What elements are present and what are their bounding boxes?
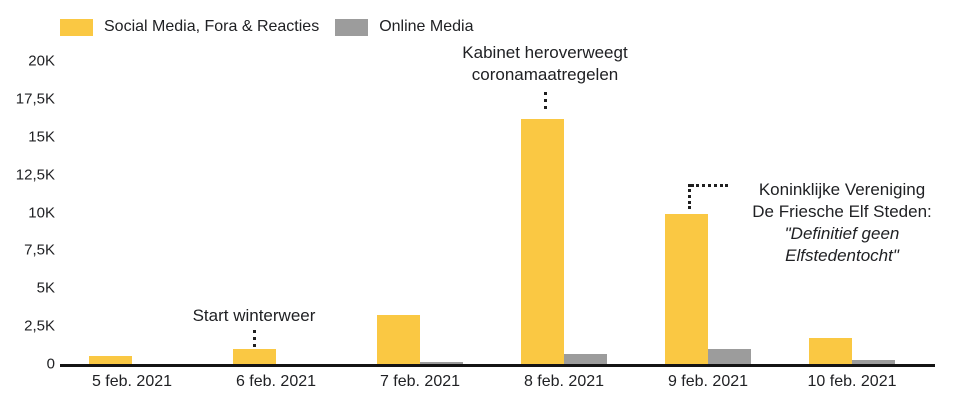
annotation-text-line: coronamaatregelen <box>471 65 619 84</box>
annotation-start-winterweer: Start winterweer <box>154 305 354 327</box>
bar-group-2 <box>204 61 348 364</box>
legend-item-online-media[interactable]: Online Media <box>335 18 473 36</box>
bar-online-media-3[interactable] <box>420 362 463 364</box>
annotation-text-line: Kabinet heroverweegt <box>462 43 628 62</box>
bar-online-media-6[interactable] <box>852 360 895 364</box>
y-axis-tick-label: 15K <box>28 128 55 146</box>
annotation-quote-line: Elfstedentocht" <box>785 246 899 265</box>
x-axis-label: 5 feb. 2021 <box>91 373 173 390</box>
bar-online-media-5[interactable] <box>708 349 751 364</box>
annotation-elfstedentocht: Koninklijke Vereniging De Friesche Elf S… <box>733 179 951 267</box>
annotation-kabinet-coronamaatregelen: Kabinet heroverweegt coronamaatregelen <box>445 42 645 86</box>
legend-label: Social Media, Fora & Reacties <box>104 18 320 35</box>
y-axis-tick-label: 7,5K <box>24 241 55 259</box>
x-axis-label: 10 feb. 2021 <box>807 373 897 390</box>
y-axis: 0 2,5K 5K 7,5K 10K 12,5K 15K 17,5K 20K <box>0 0 55 407</box>
bar-group-3 <box>348 61 492 364</box>
annotation-connector-dots <box>544 92 547 109</box>
bar-social-media-6[interactable] <box>809 338 852 364</box>
x-axis-label: 6 feb. 2021 <box>235 373 317 390</box>
y-axis-tick-label: 0 <box>46 355 55 373</box>
bar-social-media-3[interactable] <box>377 315 420 364</box>
legend-label: Online Media <box>379 18 474 35</box>
annotation-connector-dots <box>688 184 691 209</box>
x-axis-label: 9 feb. 2021 <box>667 373 749 390</box>
bar-group-5 <box>636 61 780 364</box>
bar-social-media-5[interactable] <box>665 214 708 364</box>
x-axis-label: 8 feb. 2021 <box>523 373 605 390</box>
bar-social-media-1[interactable] <box>89 356 132 364</box>
y-axis-tick-label: 12,5K <box>15 166 55 184</box>
legend-swatch-icon <box>60 18 93 36</box>
annotation-connector-dots <box>691 184 728 187</box>
bar-group-1 <box>60 61 204 364</box>
bar-group-4 <box>492 61 636 364</box>
annotation-text-line: De Friesche Elf Steden: <box>752 202 932 221</box>
bar-group-6 <box>780 61 924 364</box>
legend-item-social-media[interactable]: Social Media, Fora & Reacties <box>60 18 319 36</box>
y-axis-tick-label: 10K <box>28 204 55 221</box>
y-axis-tick-label: 2,5K <box>24 317 55 335</box>
annotation-connector-dots <box>253 330 256 347</box>
x-axis-label: 7 feb. 2021 <box>379 373 461 390</box>
y-axis-tick-label: 17,5K <box>15 90 55 108</box>
annotation-quote-line: "Definitief geen <box>784 224 900 243</box>
bar-social-media-4[interactable] <box>521 119 564 364</box>
bar-online-media-4[interactable] <box>564 354 607 364</box>
legend: Social Media, Fora & Reacties Online Medi… <box>60 18 489 36</box>
bar-social-media-2[interactable] <box>233 349 276 364</box>
y-axis-tick-label: 20K <box>28 52 55 70</box>
y-axis-tick-label: 5K <box>36 279 55 297</box>
annotation-text-line: Koninklijke Vereniging <box>758 180 926 199</box>
annotation-text-line: Start winterweer <box>192 306 316 325</box>
legend-swatch-icon <box>335 18 369 36</box>
x-axis-line <box>60 364 935 367</box>
